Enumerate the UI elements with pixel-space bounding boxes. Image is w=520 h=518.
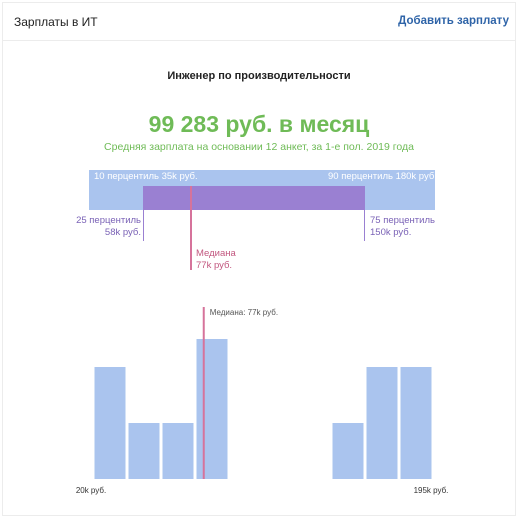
median-label-title: Медиана: [196, 248, 236, 260]
x-axis-max-label: 195k руб.: [414, 486, 449, 495]
p25-label-value: 58k руб.: [63, 227, 141, 239]
p25-marker: [143, 210, 144, 241]
job-title: Инженер по производительности: [3, 70, 515, 82]
p75-label: 75 перцентиль 150k руб.: [370, 215, 435, 239]
salary-subtitle: Средняя зарплата на основании 12 анкет, …: [3, 141, 515, 153]
p10-label: 10 перцентиль 35k руб.: [94, 171, 198, 183]
histogram-bar: [333, 423, 364, 479]
salary-histogram: 20k руб. 195k руб. Медиана: 77k руб.: [3, 299, 517, 499]
histogram-bar: [129, 423, 160, 479]
histogram-median-label: Медиана: 77k руб.: [210, 308, 278, 317]
histogram-bar: [367, 367, 398, 479]
median-marker: [190, 186, 192, 270]
histogram-bar: [401, 367, 432, 479]
card-header: Зарплаты в ИТ Добавить зарплату: [3, 3, 515, 41]
p90-label: 90 перцентиль 180k руб.: [328, 171, 437, 183]
histogram-bar: [163, 423, 194, 479]
header-title: Зарплаты в ИТ: [14, 15, 98, 29]
average-salary: 99 283 руб. в месяц: [3, 111, 515, 138]
median-label-value: 77k руб.: [196, 260, 236, 272]
histogram-bar: [95, 367, 126, 479]
add-salary-link[interactable]: Добавить зарплату: [398, 15, 509, 27]
p75-label-value: 150k руб.: [370, 227, 435, 239]
p75-marker: [364, 210, 365, 241]
median-label: Медиана 77k руб.: [196, 248, 236, 272]
x-axis-min-label: 20k руб.: [76, 486, 106, 495]
histogram-bar: [197, 339, 228, 479]
percentile-25-75-range: [143, 186, 365, 210]
p25-label: 25 перцентиль 58k руб.: [63, 215, 141, 239]
p25-label-title: 25 перцентиль: [63, 215, 141, 227]
p75-label-title: 75 перцентиль: [370, 215, 435, 227]
